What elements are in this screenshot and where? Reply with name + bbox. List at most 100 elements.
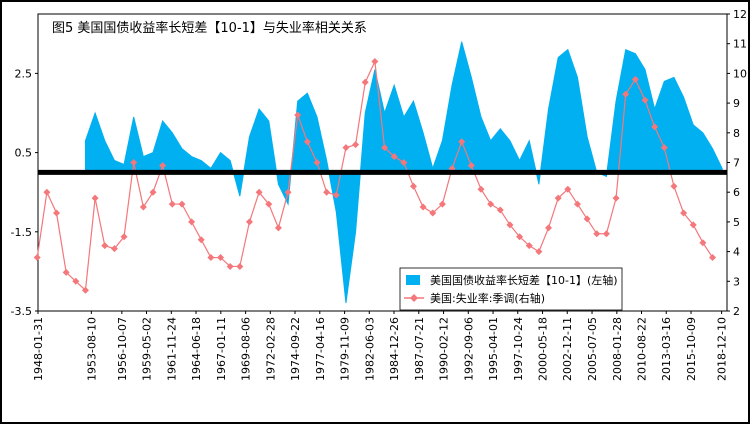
unemployment-marker [188,218,196,226]
unemployment-marker [53,209,61,217]
x-tick-label: 1961-11-24 [165,317,178,381]
y2-tick-label: 12 [733,8,747,21]
unemployment-marker [313,159,321,166]
unemployment-marker [554,194,562,202]
x-tick-label: 1959-05-02 [141,317,154,381]
x-tick-label: 2013-03-16 [660,317,673,381]
unemployment-marker [641,96,649,104]
x-tick-label: 2018-12-10 [716,317,729,381]
x-tick-label: 2010-08-22 [636,317,649,381]
unemployment-marker [81,286,89,294]
unemployment-marker [487,200,495,208]
unemployment-marker [303,138,311,146]
unemployment-marker [573,200,581,208]
x-tick-label: 1964-06-18 [190,317,203,381]
x-tick-label: 1974-09-22 [289,317,302,381]
x-tick-label: 1956-10-07 [116,317,129,381]
x-tick-label: 1984-12-26 [388,317,401,381]
unemployment-marker [438,200,446,208]
x-tick-label: 1969-08-06 [240,317,253,381]
unemployment-marker [72,277,80,285]
unemployment-marker [477,185,485,193]
unemployment-marker [429,209,437,217]
unemployment-marker [583,215,591,223]
x-tick-label: 1990-02-12 [438,317,451,381]
unemployment-marker [245,218,253,226]
unemployment-marker [612,194,620,202]
unemployment-marker [130,159,138,166]
unemployment-marker [226,262,234,270]
unemployment-marker [680,209,688,217]
unemployment-marker [689,221,697,229]
unemployment-marker [400,159,408,166]
y2-tick-label: 7 [733,157,740,170]
unemployment-marker [159,161,167,169]
unemployment-marker [631,75,639,83]
x-tick-label: 2005-07-05 [586,317,599,381]
unemployment-marker [323,188,331,196]
unemployment-marker [670,182,678,190]
unemployment-marker [342,144,350,152]
x-tick-label: 1948-01-31 [32,317,45,381]
unemployment-marker [33,254,41,262]
y2-tick-label: 8 [733,127,740,140]
unemployment-marker [525,242,533,250]
unemployment-marker [168,200,176,208]
y2-tick-label: 3 [733,275,740,288]
unemployment-marker [381,144,389,152]
x-tick-label: 2000-05-18 [537,317,550,381]
x-tick-label: 1972-02-28 [264,317,277,381]
x-tick-label: 2015-10-09 [685,317,698,381]
unemployment-marker [545,224,553,232]
y2-tick-label: 10 [733,67,747,80]
x-tick-label: 1953-08-10 [85,317,98,381]
unemployment-marker [91,194,99,202]
y2-tick-label: 2 [733,305,740,318]
unemployment-marker [371,58,379,66]
unemployment-marker [294,111,302,119]
y-tick-label: -3.5 [11,305,32,318]
legend-label: 美国国债收益率长短差【10-1】(左轴) [430,273,618,287]
unemployment-marker [651,123,659,131]
unemployment-marker [207,254,215,262]
x-tick-label: 1977-04-16 [314,317,327,381]
unemployment-marker [101,242,109,250]
unemployment-marker [284,188,292,196]
unemployment-marker [390,153,398,161]
x-tick-label: 1967-01-11 [215,317,228,381]
x-tick-label: 1987-07-21 [413,317,426,381]
unemployment-marker [593,230,601,238]
x-tick-label: 1997-10-24 [512,317,525,381]
x-tick-label: 1979-11-09 [339,317,352,381]
unemployment-marker [564,185,572,193]
x-tick-label: 2008-01-28 [611,317,624,381]
unemployment-marker [409,182,417,190]
unemployment-marker [217,254,225,262]
unemployment-marker [622,90,630,98]
unemployment-marker [265,200,273,208]
unemployment-marker [110,245,118,253]
unemployment-marker [255,188,263,196]
unemployment-marker [62,268,70,276]
unemployment-marker [709,254,717,262]
y-tick-label: 0.5 [15,147,33,160]
y2-tick-label: 5 [733,216,740,229]
unemployment-marker [274,224,282,232]
y2-tick-label: 11 [733,38,747,51]
unemployment-marker [139,203,147,211]
unemployment-marker [458,138,466,146]
unemployment-marker [535,248,543,256]
unemployment-marker [496,206,504,214]
unemployment-marker [149,188,157,196]
chart-title: 图5 美国国债收益率长短差【10-1】与失业率相关关系 [52,20,367,36]
unemployment-marker [352,141,360,149]
unemployment-marker [660,144,668,152]
legend-swatch [406,275,420,285]
unemployment-marker [361,78,369,86]
legend-box [399,267,623,311]
unemployment-marker [419,203,427,211]
legend-marker [410,294,418,302]
unemployment-marker [506,221,514,229]
unemployment-marker [236,262,244,270]
